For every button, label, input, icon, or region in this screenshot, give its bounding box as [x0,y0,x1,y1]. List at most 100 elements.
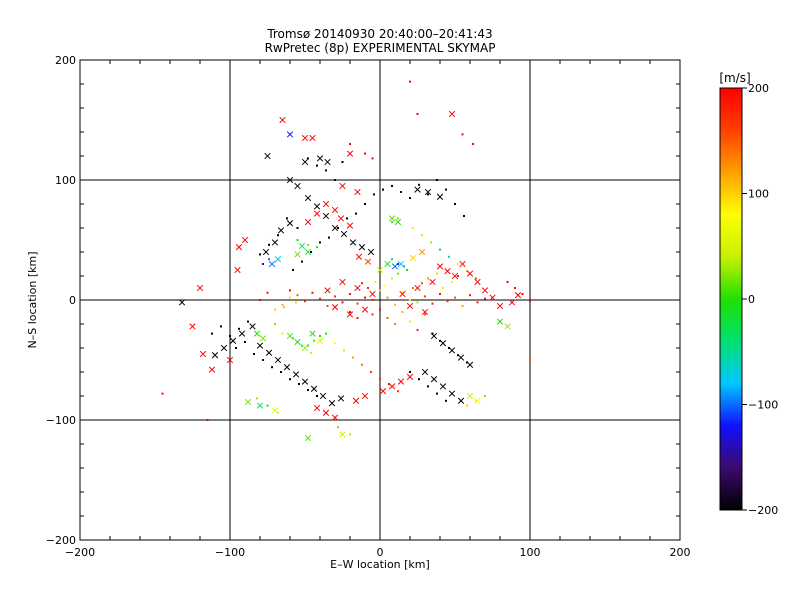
data-point-dot [274,308,276,311]
data-point-cross [352,397,360,404]
data-point-cross [322,200,330,208]
data-point-dot [307,243,309,246]
data-point-cross [331,304,339,311]
colorbar-tick-label: 200 [748,82,769,95]
data-point-dot [304,300,306,303]
data-point-cross [444,268,451,275]
data-point-cross [286,131,294,138]
data-point-dot [394,303,396,306]
data-point-dot [439,293,441,295]
data-point-dot [427,385,429,388]
data-point-dot [301,260,303,263]
data-point-dot [281,303,284,306]
data-point-cross [324,158,331,166]
data-point-cross [364,258,372,265]
y-tick-label: 200 [55,54,76,67]
data-point-cross [316,337,324,344]
data-point-cross [271,239,279,246]
data-point-dot [289,296,291,299]
data-point-dot [316,246,318,249]
data-point-dot [382,188,384,191]
data-point-cross [298,242,306,250]
data-point-cross [466,392,474,400]
data-point-dot [416,113,419,115]
x-tick-label: 100 [520,546,541,559]
data-point-cross [294,182,301,190]
data-point-cross [369,290,376,298]
data-point-cross [238,330,246,337]
data-point-dot [506,281,509,283]
data-point-cross [309,330,316,337]
data-point-dot [281,332,284,335]
y-tick-label: 0 [69,294,76,307]
data-point-dot [386,317,389,319]
colorbar-tick-label: 0 [748,293,755,306]
data-point-dot [235,347,237,349]
data-point-dot [397,272,399,275]
data-points [161,80,531,442]
data-point-dot [371,313,374,316]
data-point-cross [286,220,294,227]
data-point-dot [431,332,434,335]
data-point-dot [367,287,369,289]
data-point-dot [206,419,209,421]
data-point-dot [521,293,524,295]
data-point-dot [424,295,426,298]
data-point-cross [301,378,309,385]
data-point-cross [361,392,369,400]
data-point-cross [474,278,481,286]
data-point-cross [414,186,421,193]
data-point-dot [409,371,411,373]
data-point-cross [301,134,309,142]
data-point-cross [504,323,511,330]
data-point-cross [355,253,363,260]
data-point-dot [337,426,339,429]
data-point-dot [247,320,249,323]
colorbar-ticks: −200 −100 0 100 200 [742,82,778,517]
data-point-dot [349,293,351,295]
data-point-dot [529,359,531,361]
data-point-dot [325,332,327,335]
data-point-dot [409,80,411,83]
data-point-dot [295,301,297,304]
data-point-dot [374,281,377,283]
data-point-dot [454,203,456,205]
data-point-dot [448,255,450,258]
colorbar [719,87,743,511]
data-point-dot [244,341,246,343]
data-point-cross [474,397,481,404]
axis-ticks [79,59,681,541]
data-point-dot [475,399,477,402]
data-point-cross [249,323,256,330]
data-point-cross [229,337,237,344]
data-point-cross [189,323,196,330]
data-point-dot [446,300,449,303]
data-point-cross [199,350,207,358]
x-tick-label: 200 [670,546,691,559]
data-point-dot [397,390,399,393]
data-point-cross [256,402,264,409]
data-point-cross [331,224,339,232]
y-tick-label: −200 [46,534,76,547]
data-point-dot [307,157,309,160]
data-point-dot [349,143,351,145]
data-point-dot [463,215,465,217]
data-point-dot [220,325,222,328]
data-point-dot [298,383,300,385]
data-point-dot [379,289,381,292]
data-point-dot [310,351,312,354]
data-point-dot [379,308,381,311]
data-point-dot [328,236,330,239]
data-point-dot [289,378,291,381]
data-point-cross [313,210,321,217]
data-point-dot [430,241,432,244]
data-point-cross [279,116,286,124]
data-point-dot [418,183,420,186]
data-point-cross [439,383,447,390]
data-point-cross [346,150,354,157]
data-point-dot [421,282,423,285]
data-point-dot [370,371,372,373]
data-point-dot [268,258,270,261]
data-point-dot [266,291,269,294]
data-point-cross [367,248,375,256]
